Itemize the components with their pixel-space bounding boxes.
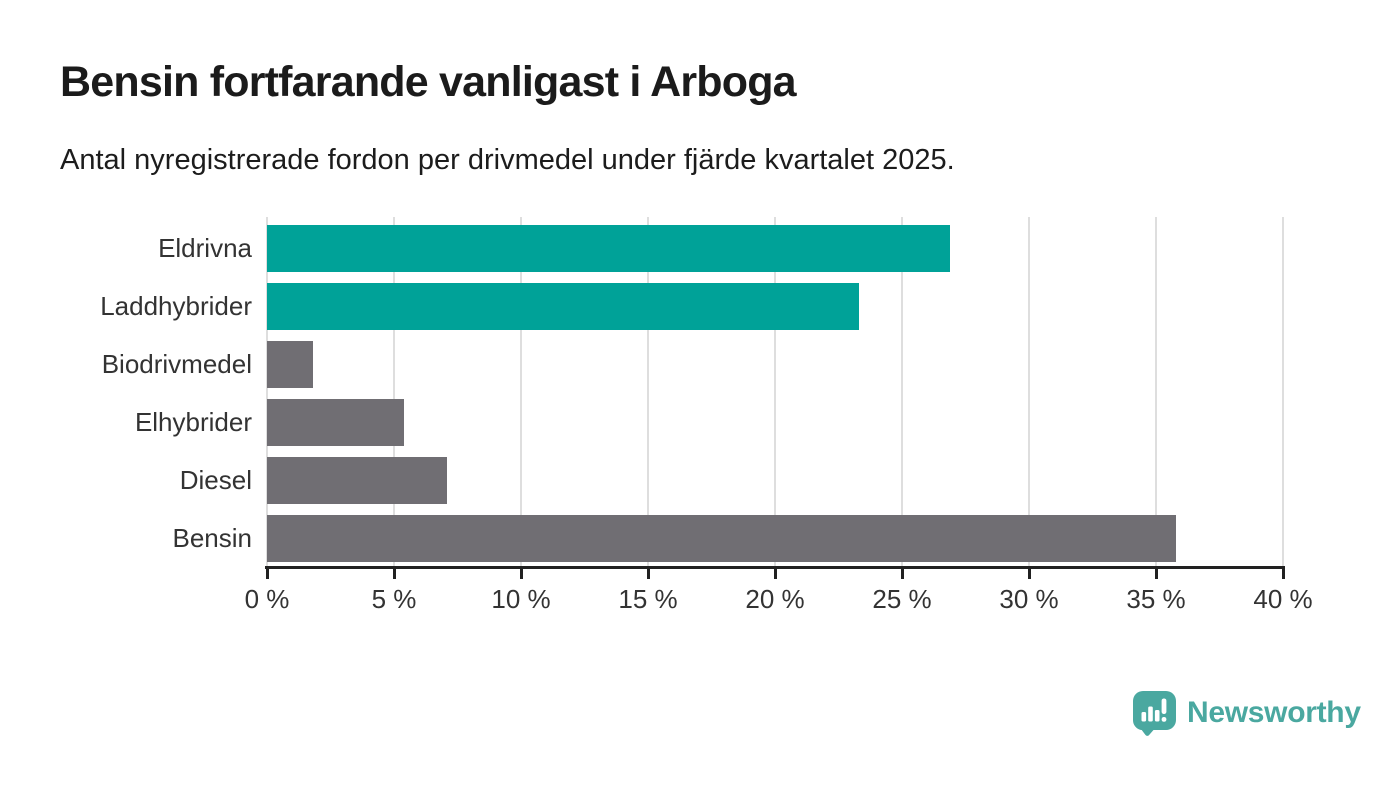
newsworthy-pin-chart-icon [1133, 691, 1176, 736]
x-axis-line [265, 566, 1285, 569]
category-label-eldrivna: Eldrivna [158, 233, 252, 263]
gridline-0 [266, 217, 268, 566]
category-label-bensin: Bensin [172, 523, 253, 553]
gridline-15 [647, 217, 649, 566]
x-axis-tick-label-25: 25 % [872, 584, 932, 614]
newsworthy-logo: Newsworthy [1132, 690, 1361, 736]
category-label-laddhybrider: Laddhybrider [100, 291, 252, 321]
x-axis-tick-30 [1028, 569, 1031, 579]
x-axis-tick-5 [393, 569, 396, 579]
bar-biodrivmedel [267, 341, 313, 388]
x-axis-tick-25 [901, 569, 904, 579]
category-label-diesel: Diesel [179, 465, 252, 495]
x-axis-tick-label-35: 35 % [1126, 584, 1186, 614]
gridline-25 [901, 217, 903, 566]
x-axis-tick-20 [774, 569, 777, 579]
x-axis-tick-label-30: 30 % [999, 584, 1059, 614]
bar-eldrivna [267, 225, 950, 272]
newsworthy-wordmark: Newsworthy [1187, 696, 1361, 729]
x-axis-tick-40 [1282, 569, 1285, 579]
gridline-35 [1155, 217, 1157, 566]
gridline-20 [774, 217, 776, 566]
category-label-biodrivmedel: Biodrivmedel [101, 349, 252, 379]
category-label-elhybrider: Elhybrider [134, 407, 252, 437]
bar-bensin [267, 515, 1176, 562]
x-axis-tick-35 [1155, 569, 1158, 579]
bar-elhybrider [267, 399, 404, 446]
x-axis-tick-0 [266, 569, 269, 579]
gridline-5 [393, 217, 395, 566]
gridline-10 [520, 217, 522, 566]
chart-subtitle: Antal nyregistrerade fordon per drivmede… [60, 144, 955, 176]
x-axis-tick-10 [520, 569, 523, 579]
x-axis-tick-label-15: 15 % [618, 584, 678, 614]
bar-laddhybrider [267, 283, 859, 330]
x-axis-tick-label-40: 40 % [1253, 584, 1313, 614]
gridline-30 [1028, 217, 1030, 566]
chart-title: Bensin fortfarande vanligast i Arboga [60, 58, 797, 106]
x-axis-tick-label-10: 10 % [491, 584, 551, 614]
gridline-40 [1282, 217, 1284, 566]
bar-diesel [267, 457, 447, 504]
x-axis-tick-label-5: 5 % [371, 584, 417, 614]
x-axis-tick-label-20: 20 % [745, 584, 805, 614]
x-axis-tick-label-0: 0 % [244, 584, 290, 614]
x-axis-tick-15 [647, 569, 650, 579]
